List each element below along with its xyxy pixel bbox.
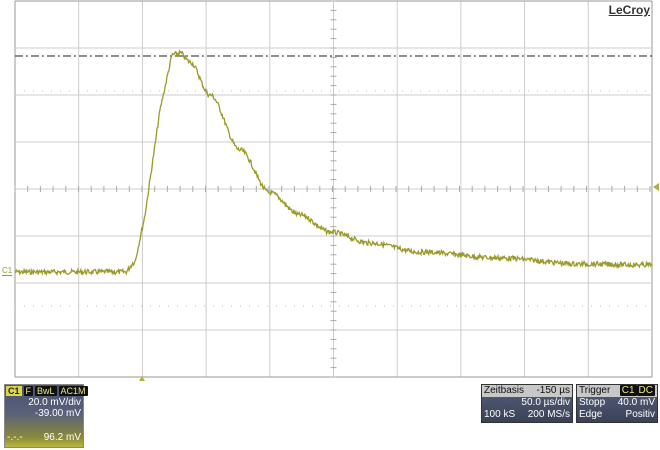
channel-1-panel[interactable]: C1 F BwL AC1M 20.0 mV/div -39.00 mV -.-.…	[4, 384, 88, 448]
sample-count: 100 kS	[484, 409, 516, 420]
timebase-panel[interactable]: Zeitbasis -150 µs 50.0 µs/div 100 kS 200 M…	[481, 384, 573, 423]
measure-value: 96.2 mV	[43, 432, 81, 443]
vertical-offset: -39.00 mV	[34, 408, 81, 419]
measure-label: -.-.-	[7, 432, 23, 443]
badge-coupling: AC1M	[58, 386, 88, 396]
vertical-scale: 20.0 mV/div	[28, 397, 81, 408]
badge-f: F	[23, 386, 34, 396]
trigger-mode: Stopp	[579, 397, 606, 408]
lecroy-logo: LeCroy	[608, 3, 650, 17]
trigger-level: 40.0 mV	[617, 397, 655, 408]
trigger-coupling: DC	[636, 385, 655, 396]
graticule	[14, 0, 653, 378]
trigger-title: Trigger	[579, 385, 611, 396]
trigger-position-marker	[139, 376, 145, 381]
trigger-source: C1	[619, 385, 637, 396]
channel-label: C1	[6, 386, 22, 396]
trigger-panel[interactable]: Trigger C1 DC Stopp 40.0 mV Edge Positiv	[576, 384, 658, 423]
timebase-scale: 50.0 µs/div	[521, 397, 570, 408]
channel-1-ground-marker[interactable]: C1	[2, 266, 13, 276]
timebase-delay: -150 µs	[536, 385, 570, 396]
timebase-title: Zeitbasis	[484, 385, 525, 396]
sample-rate: 200 MS/s	[527, 409, 570, 420]
trigger-type: Edge	[579, 409, 603, 420]
channel-1-trace	[14, 49, 652, 277]
trigger-slope: Positiv	[625, 409, 655, 420]
badge-bwl: BwL	[35, 386, 57, 396]
trigger-level-marker	[653, 183, 659, 191]
